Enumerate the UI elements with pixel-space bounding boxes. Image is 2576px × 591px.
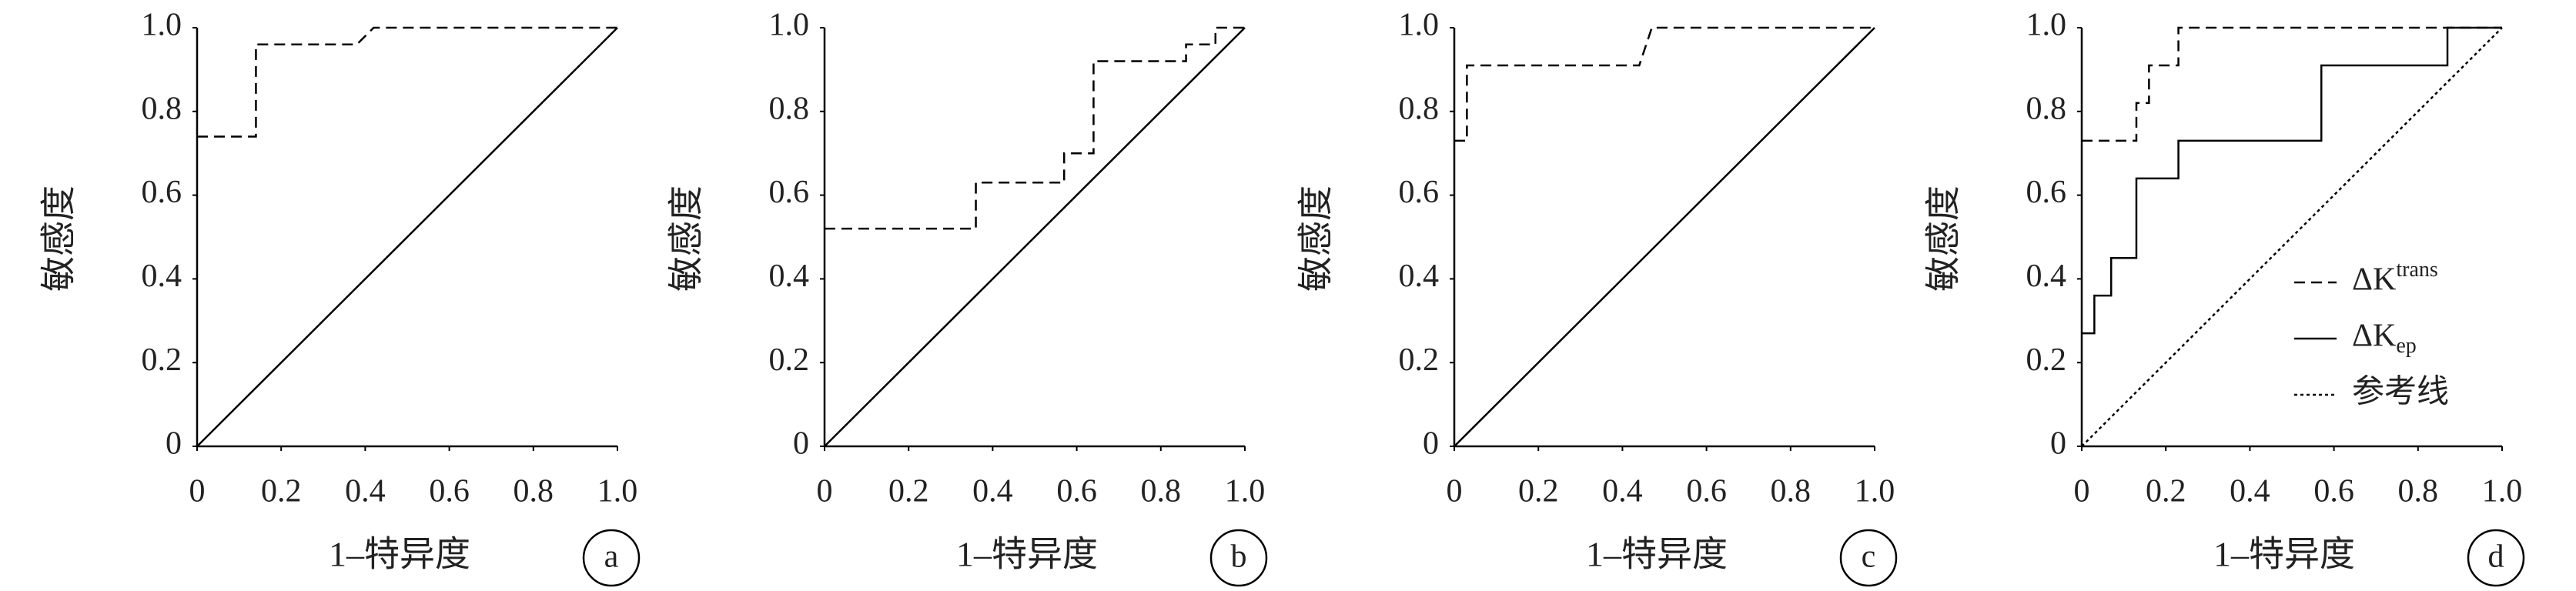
y-tick-label: 1.0	[142, 8, 182, 43]
roc-line	[1454, 27, 1875, 447]
x-tick-label: 0.6	[2313, 474, 2354, 509]
y-tick-label: 0.2	[2026, 342, 2067, 378]
panel-circle	[2467, 529, 2525, 587]
y-tick-label: 0.2	[769, 342, 810, 378]
x-tick-label: 1.0	[2482, 474, 2523, 509]
roc-line	[2081, 27, 2503, 447]
x-tick-label: 1.0	[1855, 474, 1895, 509]
x-tick-label: 0	[189, 474, 206, 509]
roc-line	[197, 26, 617, 138]
y-tick-label: 0.6	[769, 175, 810, 210]
y-tick-label: 0.6	[2026, 175, 2067, 210]
y-tick-label: 0.4	[769, 259, 810, 294]
x-tick-label: 0.8	[1771, 474, 1812, 509]
roc-line	[2082, 26, 2502, 142]
x-tick-label: 1.0	[597, 474, 638, 509]
y-tick-label: 0	[1423, 426, 1439, 462]
roc-line	[825, 26, 1245, 230]
panel-circle	[1209, 529, 1268, 587]
x-tick-label: 0.6	[429, 474, 470, 509]
panel-label: d	[2488, 539, 2504, 575]
x-tick-label: 0.4	[972, 474, 1013, 509]
legend-subscript: ep	[2396, 334, 2416, 358]
x-tick-label: 0.8	[2398, 474, 2439, 509]
y-tick-label: 0.4	[142, 259, 182, 294]
x-tick-label: 1.0	[1225, 474, 1266, 509]
y-tick-label: 1.0	[2026, 8, 2067, 43]
y-tick-label: 0	[793, 426, 809, 462]
x-tick-label: 0	[817, 474, 833, 509]
y-tick-label: 0.6	[142, 175, 182, 210]
y-axis-label: 敏感度	[1296, 185, 1336, 292]
x-tick-label: 0.2	[888, 474, 929, 509]
legend-label: 参考线	[2352, 374, 2449, 410]
y-tick-label: 0.8	[1399, 91, 1440, 126]
y-axis-label: 敏感度	[39, 185, 79, 292]
y-tick-label: 0.8	[2026, 91, 2067, 126]
x-tick-label: 0.4	[2230, 474, 2270, 509]
y-tick-label: 1.0	[769, 8, 810, 43]
x-tick-label: 0.2	[2146, 474, 2186, 509]
x-tick-label: 0.6	[1056, 474, 1097, 509]
x-tick-label: 0.8	[514, 474, 554, 509]
panel-label: c	[1862, 539, 1876, 575]
y-tick-label: 0.4	[2026, 259, 2067, 294]
y-axis-label: 敏感度	[667, 185, 706, 292]
panel-label: b	[1231, 539, 1247, 575]
roc-line	[2082, 26, 2502, 335]
y-axis-label: 敏感度	[1924, 185, 1963, 292]
panel-label: a	[604, 539, 619, 575]
x-axis-label: 1–特异度	[956, 535, 1098, 574]
y-tick-label: 0	[166, 426, 182, 462]
panel-circle	[1839, 529, 1898, 587]
legend-label: ΔKep	[2352, 319, 2417, 359]
x-tick-label: 0.4	[1602, 474, 1643, 509]
x-tick-label: 0	[1447, 474, 1463, 509]
x-tick-label: 0.6	[1686, 474, 1727, 509]
y-tick-label: 0	[2050, 426, 2066, 462]
x-axis-label: 1–特异度	[329, 535, 470, 574]
x-tick-label: 0.8	[1141, 474, 1182, 509]
y-tick-label: 0.8	[142, 91, 182, 126]
x-axis-label: 1–特异度	[2213, 535, 2355, 574]
y-tick-label: 0.2	[1399, 342, 1440, 378]
x-tick-label: 0	[2074, 474, 2090, 509]
roc-line	[1454, 26, 1875, 142]
y-tick-label: 0.4	[1399, 259, 1440, 294]
panel-circle	[582, 529, 641, 587]
legend-label: ΔKtrans	[2352, 258, 2438, 297]
y-tick-label: 0.2	[142, 342, 182, 378]
x-tick-label: 0.4	[345, 474, 386, 509]
y-tick-label: 1.0	[1399, 8, 1440, 43]
x-tick-label: 0.2	[261, 474, 302, 509]
roc-line	[824, 27, 1246, 447]
y-tick-label: 0.6	[1399, 175, 1440, 210]
x-tick-label: 0.2	[1518, 474, 1559, 509]
x-axis-label: 1–特异度	[1586, 535, 1728, 574]
roc-line	[196, 27, 618, 447]
legend-superscript: trans	[2396, 258, 2437, 282]
y-tick-label: 0.8	[769, 91, 810, 126]
